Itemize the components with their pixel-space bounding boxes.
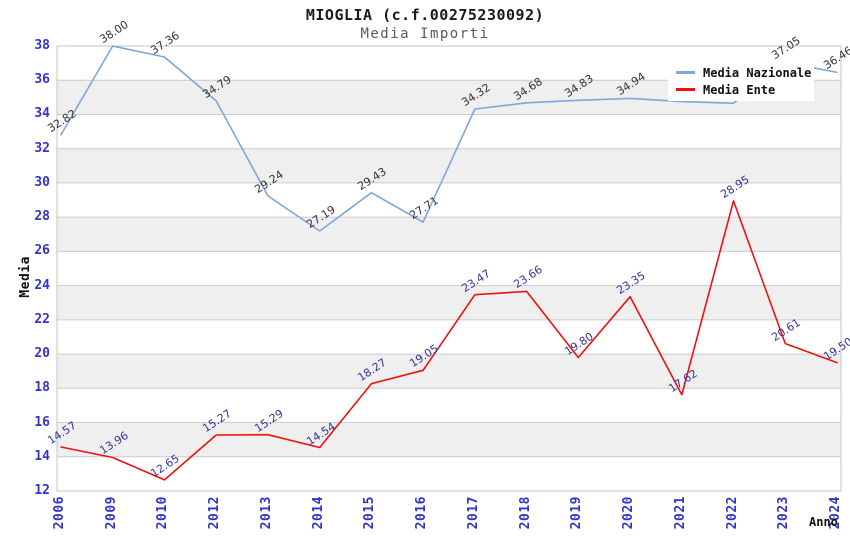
legend-line-swatch-ente-icon: [676, 88, 695, 91]
band: [57, 251, 841, 286]
x-tick-label: 2014: [310, 496, 326, 530]
y-tick-label: 20: [34, 346, 50, 362]
band: [57, 285, 841, 320]
legend-label-media-nazionale: Media Nazionale: [703, 65, 812, 80]
y-tick-label: 28: [34, 209, 50, 225]
legend-item-media-nazionale: Media Nazionale: [676, 64, 814, 81]
band: [57, 182, 841, 218]
band: [57, 422, 841, 457]
band: [57, 456, 841, 491]
x-tick-label: 2006: [52, 496, 67, 530]
legend-label-media-ente: Media Ente: [703, 82, 776, 97]
y-tick-label: 36: [34, 72, 50, 88]
series-line-media-nazionale: [60, 45, 838, 232]
y-tick-label: 12: [34, 483, 50, 498]
x-axis-title: Anno: [809, 515, 838, 529]
x-tick-label: 2020: [621, 496, 637, 530]
y-tick-label: 24: [34, 277, 50, 293]
y-tick-label: 32: [34, 140, 50, 156]
x-tick-label: 2015: [362, 496, 378, 530]
y-tick-label: 34: [34, 106, 50, 122]
legend-line-swatch-nazionale-icon: [676, 71, 695, 74]
x-tick-label: 2019: [569, 496, 585, 530]
x-tick-label: 2021: [672, 496, 688, 530]
band: [57, 217, 841, 252]
y-tick-label: 14: [34, 448, 50, 464]
x-tick-label: 2012: [207, 496, 223, 530]
series-line-media-ente: [60, 200, 838, 481]
band: [57, 114, 841, 149]
chart-subtitle: Media Importi: [360, 26, 490, 42]
x-tick-label: 2018: [517, 496, 533, 530]
y-axis-title: Media: [18, 256, 33, 298]
x-tick-label: 2022: [724, 496, 740, 530]
y-tick-label: 26: [34, 243, 50, 259]
band: [57, 319, 841, 355]
band: [57, 354, 841, 389]
chart-title: MIOGLIA (c.f.00275230092): [305, 6, 545, 24]
y-tick-label: 16: [34, 414, 50, 430]
y-tick-label: 18: [34, 380, 50, 396]
y-tick-label: 30: [34, 174, 50, 190]
x-tick-label: 2010: [155, 496, 171, 530]
x-tick-label: 2017: [465, 496, 481, 530]
plot-border: [56, 45, 842, 492]
band: [57, 388, 841, 423]
y-tick-label: 38: [34, 38, 50, 53]
legend: Media Nazionale Media Ente: [668, 60, 814, 101]
y-tick-label: 22: [34, 311, 50, 327]
x-tick-label: 2023: [776, 496, 792, 530]
legend-item-media-ente: Media Ente: [676, 81, 814, 98]
x-tick-label: 2009: [103, 496, 119, 530]
x-tick-label: 2013: [258, 496, 274, 530]
x-tick-label: 2016: [414, 496, 430, 530]
